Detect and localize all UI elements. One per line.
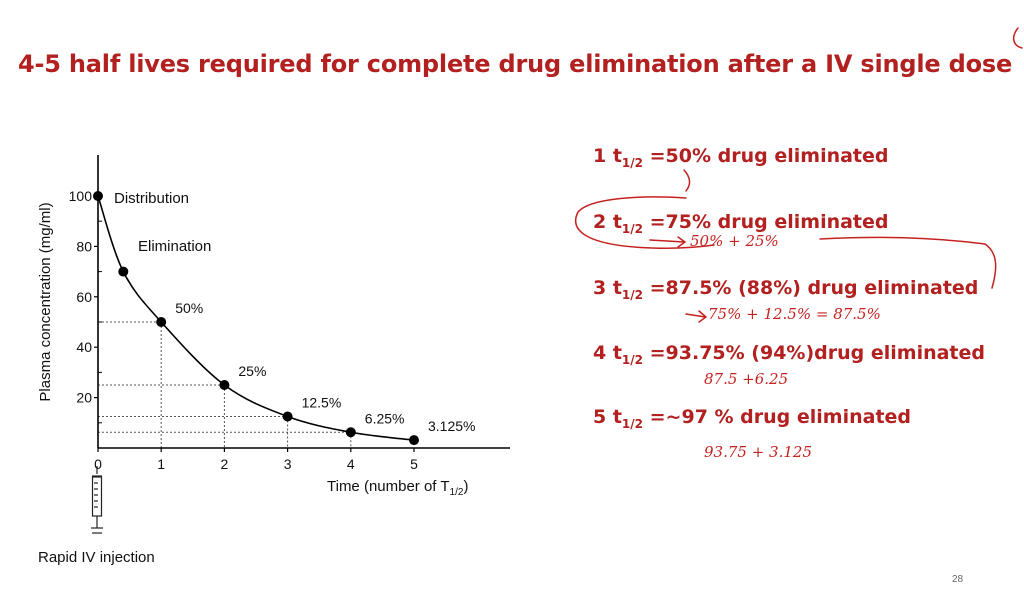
handwritten-note-2: 50% + 25% xyxy=(690,232,779,250)
guide-lines xyxy=(98,321,352,448)
data-point xyxy=(219,380,230,390)
y-tick-label: 40 xyxy=(76,339,92,355)
data-point xyxy=(118,266,129,277)
handwritten-note-5: 93.75 + 3.125 xyxy=(704,443,812,461)
data-point xyxy=(156,317,167,327)
y-ticks: 100 80 60 40 20 xyxy=(69,188,102,424)
x-tick-label: 3 xyxy=(284,456,292,472)
ink-mark-right-edge xyxy=(1012,27,1023,49)
y-tick-label: 20 xyxy=(76,390,92,406)
x-tick-label: 2 xyxy=(221,456,229,472)
handwritten-note-3: 75% + 12.5% = 87.5% xyxy=(708,305,881,323)
point-label: 3.125% xyxy=(428,418,475,434)
data-point xyxy=(345,427,356,438)
x-axis-label: Time (number of T1/2) xyxy=(327,478,468,498)
x-tick-label: 4 xyxy=(347,456,355,472)
decay-curve xyxy=(97,195,415,441)
point-label: 50% xyxy=(175,300,203,316)
point-label: 12.5% xyxy=(302,395,342,411)
point-labels: 50% 25% 12.5% 6.25% 3.125% xyxy=(175,300,475,434)
point-label: 25% xyxy=(238,363,266,379)
y-tick-label: 80 xyxy=(76,238,92,254)
annotation-injection: Rapid IV injection xyxy=(38,549,155,566)
annotation-elimination: Elimination xyxy=(138,238,211,255)
data-points xyxy=(93,191,419,446)
data-point xyxy=(409,435,419,446)
x-ticks: 0 1 2 3 4 5 xyxy=(94,448,418,472)
data-point xyxy=(282,411,293,422)
y-tick-label: 60 xyxy=(76,289,92,305)
y-axis-label: Plasma concentration (mg/ml) xyxy=(37,202,54,401)
x-tick-label: 0 xyxy=(94,456,102,472)
annotation-distribution: Distribution xyxy=(114,190,189,207)
page-number: 28 xyxy=(952,574,964,585)
data-point xyxy=(93,191,103,201)
y-tick-label: 100 xyxy=(69,188,93,204)
bullet-3: 3 t1/2 =87.5% (88%) drug eliminated xyxy=(593,277,979,302)
bullet-list: 1 t1/2 =50% drug eliminated 2 t1/2 =75% … xyxy=(593,0,1013,595)
elimination-chart: 100 80 60 40 20 0 1 2 3 4 5 50% 25% 12.5% 6.25% 3.125… xyxy=(37,155,510,566)
bullet-1: 1 t1/2 =50% drug eliminated xyxy=(593,145,889,170)
bullet-5: 5 t1/2 =~97 % drug eliminated xyxy=(593,406,912,431)
syringe-icon xyxy=(91,466,103,534)
bullet-4: 4 t1/2 =93.75% (94%)drug eliminated xyxy=(593,342,985,367)
x-tick-label: 1 xyxy=(157,456,165,472)
point-label: 6.25% xyxy=(365,410,405,426)
x-tick-label: 5 xyxy=(410,456,418,472)
slide-title: 4-5 half lives required for complete dru… xyxy=(18,50,1013,78)
handwritten-note-4: 87.5 +6.25 xyxy=(704,370,789,388)
